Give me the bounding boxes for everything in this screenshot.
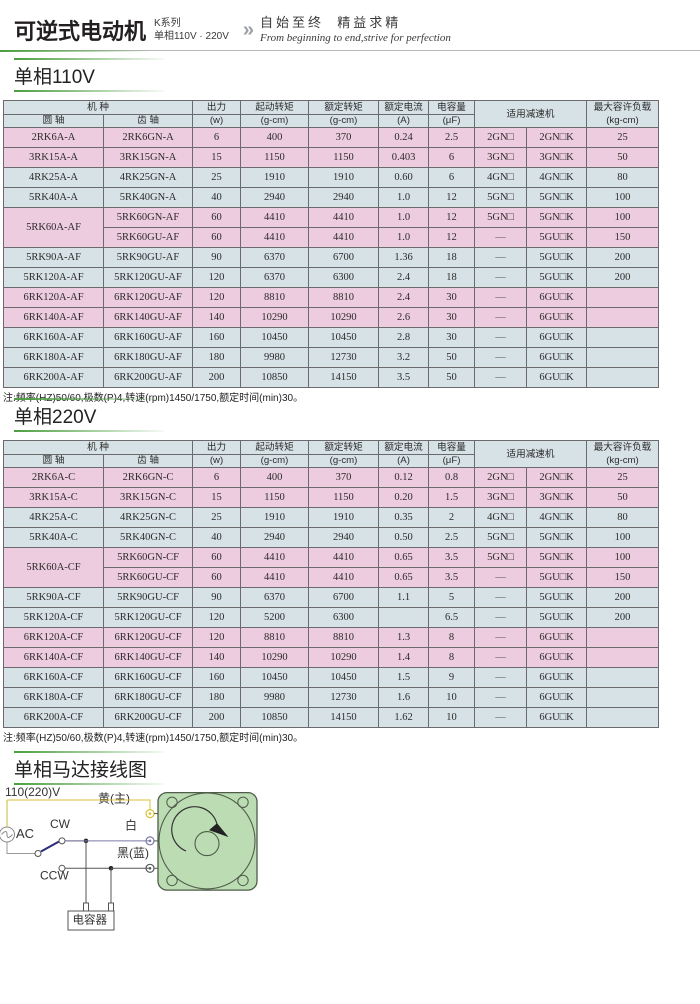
svg-text:AC: AC [16, 826, 34, 841]
svg-text:黑(蓝): 黑(蓝) [117, 846, 149, 860]
svg-text:CCW: CCW [40, 868, 69, 882]
svg-text:电容器: 电容器 [73, 913, 108, 927]
svg-text:CW: CW [50, 817, 71, 831]
svg-text:110(220)V: 110(220)V [5, 785, 60, 799]
svg-text:白: 白 [125, 818, 137, 833]
svg-text:黄(主): 黄(主) [98, 791, 130, 805]
